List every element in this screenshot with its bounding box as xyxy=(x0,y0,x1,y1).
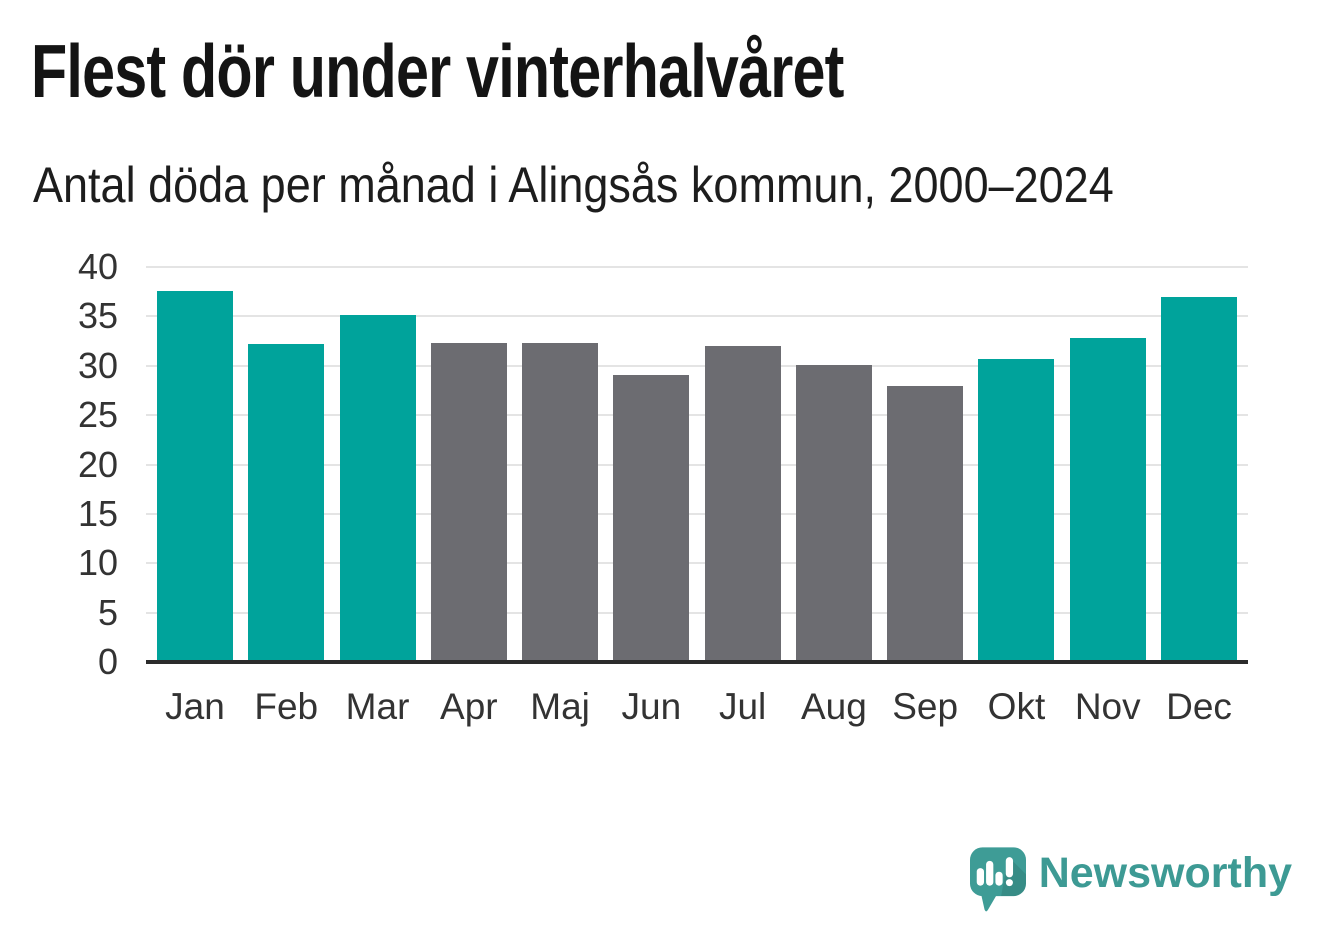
bar-sep xyxy=(887,385,964,662)
newsworthy-logo-text: Newsworthy xyxy=(1038,848,1292,897)
bar-apr xyxy=(430,343,507,662)
gridline-15 xyxy=(146,512,1248,515)
x-tick-label-sep: Sep xyxy=(892,686,959,727)
x-tick-label-okt: Okt xyxy=(987,686,1046,727)
gridline-40 xyxy=(146,266,1248,268)
y-tick-label-15: 15 xyxy=(77,492,118,534)
chart-title: Flest dör under vinterhalvåret xyxy=(31,29,844,113)
newsworthy-logo: Newsworthy xyxy=(969,847,1292,913)
y-axis-labels: 0 5 10 15 20 25 30 35 40 xyxy=(60,249,118,680)
gridline-5 xyxy=(146,611,1248,614)
x-tick-label-jan: Jan xyxy=(165,686,225,727)
gridline-35 xyxy=(146,315,1248,318)
y-tick-label-25: 25 xyxy=(77,394,118,436)
y-tick-label-20: 20 xyxy=(77,443,118,485)
newsworthy-speech-bubble-chart-icon xyxy=(969,847,1026,912)
y-tick-label-40: 40 xyxy=(77,246,118,287)
gridline-10 xyxy=(146,562,1248,565)
bar-maj xyxy=(522,343,599,662)
x-tick-label-maj: Maj xyxy=(530,686,590,727)
x-tick-label-mar: Mar xyxy=(345,686,410,727)
bar-aug xyxy=(795,364,872,662)
bar-mar xyxy=(339,315,416,662)
bar-okt xyxy=(978,358,1055,662)
y-tick-label-30: 30 xyxy=(77,344,118,386)
gridline-25 xyxy=(146,414,1248,417)
x-tick-label-nov: Nov xyxy=(1074,686,1141,727)
bar-jun xyxy=(613,374,690,662)
y-tick-label-0: 0 xyxy=(97,641,118,682)
bar-nov xyxy=(1069,338,1146,662)
plot-area xyxy=(146,266,1248,662)
y-tick-label-35: 35 xyxy=(77,295,118,337)
x-tick-label-apr: Apr xyxy=(440,686,498,727)
bar-jul xyxy=(704,346,781,662)
gridline-30 xyxy=(146,364,1248,367)
bar-feb xyxy=(248,344,325,662)
bar-dec xyxy=(1161,296,1237,662)
y-tick-label-5: 5 xyxy=(97,591,118,633)
bar-chart: 0 5 10 15 20 25 30 35 40 Jan Feb Mar Apr Maj Jun Jul Au… xyxy=(60,249,1248,737)
y-tick-label-10: 10 xyxy=(77,542,118,584)
x-tick-label-jul: Jul xyxy=(718,686,767,727)
chart-subtitle: Antal döda per månad i Alingsås kommun, … xyxy=(33,157,1114,213)
x-tick-label-aug: Aug xyxy=(800,686,867,727)
x-axis-labels: Jan Feb Mar Apr Maj Jun Jul Aug Sep Okt Nov Dec xyxy=(146,685,1248,737)
x-tick-label-feb: Feb xyxy=(254,686,319,727)
x-tick-label-dec: Dec xyxy=(1166,686,1232,727)
x-tick-label-jun: Jun xyxy=(621,686,682,727)
x-axis-line xyxy=(146,660,1248,664)
bar-jan xyxy=(157,290,233,662)
gridline-20 xyxy=(146,463,1248,466)
